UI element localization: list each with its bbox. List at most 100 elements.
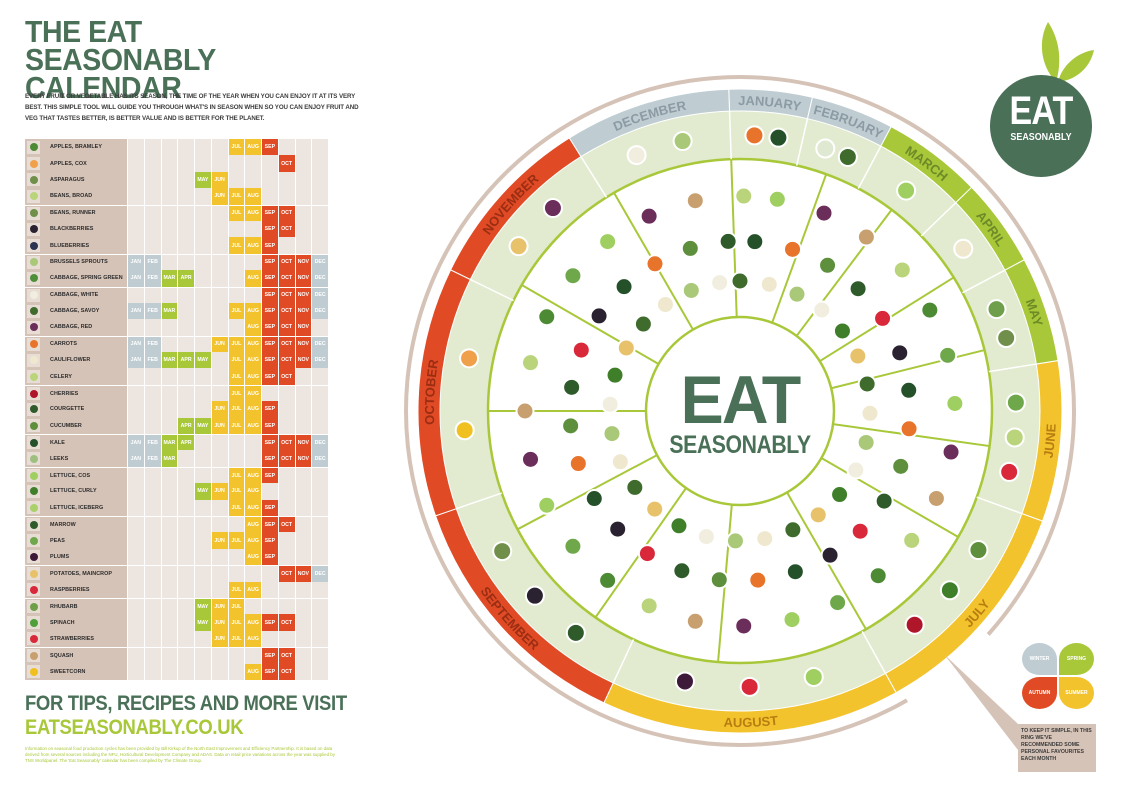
table-row: CABBAGE, SPRING GREEN JAN FEB MAR APR AUG SEP O…: [25, 270, 328, 287]
month-cell: [194, 302, 211, 320]
month-cell: [160, 548, 178, 566]
table-row: SQUASH SEP OCT: [25, 647, 328, 664]
month-cell: [194, 581, 211, 598]
table-row: CAULIFLOWER JAN FEB MAR APR MAY JUL AUG SEP OCT NO…: [25, 352, 328, 369]
month-cell: SEP: [261, 220, 278, 238]
produce-name-cell: STRAWBERRIES: [25, 630, 127, 648]
month-cell: JUL: [227, 401, 245, 418]
month-cell: APR: [177, 352, 194, 369]
month-cell: [194, 155, 211, 172]
month-cell: FEB: [143, 352, 161, 369]
month-cell: [127, 155, 144, 172]
produce-icon: [639, 206, 659, 226]
month-cell: [210, 581, 228, 598]
month-cell: [244, 171, 261, 189]
month-cell: [194, 205, 211, 221]
month-cell: [210, 467, 228, 484]
month-cell: AUG: [244, 336, 261, 353]
produce-name-cell: BRUSSELS SPROUTS: [25, 254, 127, 271]
month-cell: JAN: [127, 352, 144, 369]
produce-icon: [27, 567, 40, 581]
produce-icon: [598, 232, 618, 252]
produce-name-cell: LEEKS: [25, 450, 127, 467]
month-cell: AUG: [244, 417, 261, 435]
month-cell: AUG: [244, 352, 261, 369]
month-cell: [160, 254, 178, 271]
month-cell: [177, 188, 194, 205]
month-cell: [210, 385, 228, 402]
month-cell: [127, 401, 144, 418]
produce-icon: [639, 596, 659, 616]
favourite-produce-icon: [459, 348, 480, 369]
produce-icon: [27, 583, 40, 597]
month-cell: [143, 614, 161, 631]
month-cell: [160, 614, 178, 631]
favourite-produce-icon: [524, 585, 545, 606]
month-cell: [143, 368, 161, 385]
month-cell: APR: [177, 435, 194, 451]
month-cell: [210, 548, 228, 566]
produce-name-cell: CAULIFLOWER: [25, 352, 127, 369]
month-cell: [143, 401, 161, 418]
produce-name: BEANS, BROAD: [50, 193, 93, 200]
month-segment-may[interactable]: MAY: [945, 184, 1059, 470]
produce-icon: [755, 529, 775, 549]
produce-icon: [610, 452, 630, 472]
favourite-produce-icon: [492, 541, 513, 562]
legend-summer: SUMMER: [1059, 677, 1094, 709]
month-cell: [177, 319, 194, 336]
month-cell: [294, 171, 312, 189]
produce-name: APPLES, COX: [50, 160, 87, 167]
produce-name-cell: APPLES, BRAMLEY: [25, 139, 127, 156]
month-cell: AUG: [244, 368, 261, 385]
month-cell: [194, 188, 211, 205]
month-cell: DEC: [311, 566, 328, 582]
produce-icon: [563, 266, 583, 286]
month-segment-april[interactable]: APRIL: [874, 136, 1043, 368]
month-cell: [177, 516, 194, 533]
month-cell: [294, 516, 312, 533]
produce-icon: [27, 222, 40, 236]
month-cell: [311, 401, 328, 418]
month-cell: SEP: [261, 368, 278, 385]
produce-icon: [608, 519, 628, 539]
produce-name-cell: CABBAGE, RED: [25, 319, 127, 336]
table-row: LETTUCE, ICEBERG JUL AUG SEP: [25, 499, 328, 516]
month-cell: [194, 548, 211, 566]
month-cell: [261, 483, 278, 500]
produce-icon: [27, 304, 40, 318]
produce-icon: [832, 321, 852, 341]
produce-icon: [680, 238, 700, 258]
month-cell: [311, 155, 328, 172]
month-cell: SEP: [261, 516, 278, 533]
produce-icon: [734, 616, 754, 636]
month-cell: SEP: [261, 548, 278, 566]
month-cell: OCT: [277, 155, 295, 172]
month-cell: [227, 450, 245, 467]
month-segment-august[interactable]: AUGUST: [517, 618, 979, 734]
month-cell: [127, 368, 144, 385]
month-cell: [177, 220, 194, 238]
favourite-produce-icon: [815, 138, 836, 159]
month-cell: SEP: [261, 352, 278, 369]
month-segment-january[interactable]: JANUARY: [625, 88, 906, 160]
month-cell: JUN: [210, 532, 228, 549]
produce-icon: [637, 544, 657, 564]
month-cell: [160, 483, 178, 500]
month-cell: [127, 548, 144, 566]
produce-icon: [891, 456, 911, 476]
month-cell: FEB: [143, 302, 161, 320]
month-cell: [227, 287, 245, 303]
month-cell: [194, 516, 211, 533]
produce-name: SQUASH: [50, 652, 74, 659]
produce-name: MARROW: [50, 521, 76, 528]
month-cell: [160, 188, 178, 205]
month-cell: [160, 467, 178, 484]
produce-icon: [27, 288, 40, 302]
month-cell: FEB: [143, 450, 161, 467]
month-cell: [143, 499, 161, 516]
website-link[interactable]: EATSEASONABLY.CO.UK: [25, 716, 244, 739]
produce-icon: [655, 295, 675, 315]
month-cell: SEP: [261, 401, 278, 418]
produce-name-cell: CHERRIES: [25, 385, 127, 402]
